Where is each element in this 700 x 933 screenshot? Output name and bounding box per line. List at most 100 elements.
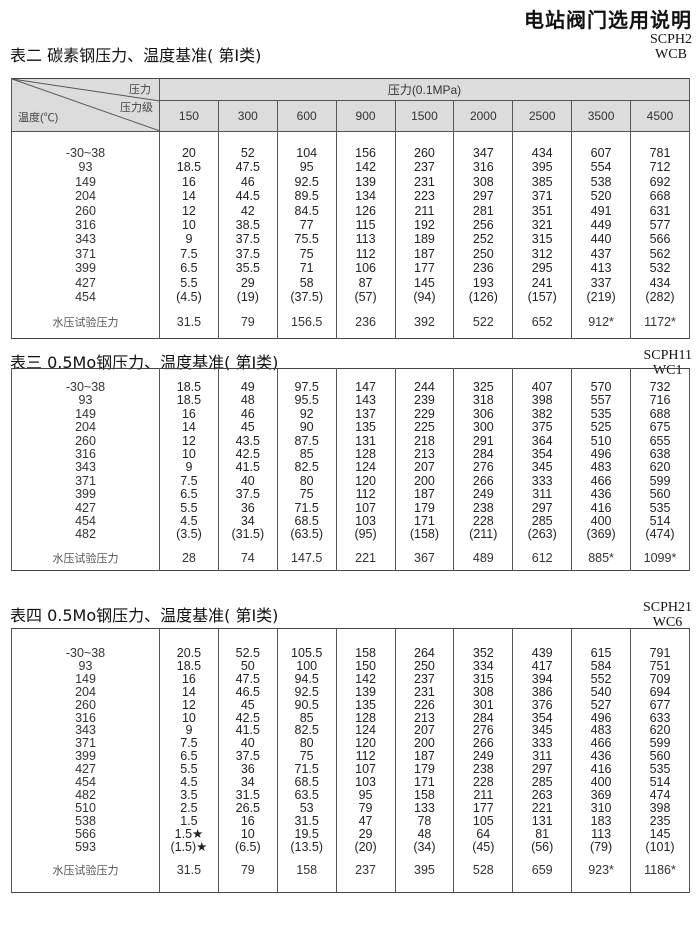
- table-row: 149 16 47.5 94.5 142 237 315 394 552 709: [11, 672, 690, 686]
- pressure-value-cell: 78: [394, 814, 455, 828]
- table-row: 371 7.5 40 80 120 200 266 333 466 599: [11, 474, 690, 489]
- pressure-value-cell: 620: [630, 724, 690, 738]
- table-row: 482 3.5 31.5 63.5 95 158 211 263 369 474: [11, 789, 690, 802]
- pressure-value-cell: 211: [453, 789, 514, 802]
- pressure-value-cell: 37.5: [217, 246, 278, 262]
- temperature-cell: 454: [11, 776, 160, 789]
- temperature-cell: 371: [11, 737, 160, 751]
- table-row: 260 12 42 84.5 126 211 281 351 491 631: [11, 203, 690, 219]
- pressure-value-cell: 105.5: [276, 628, 337, 660]
- pressure-value-cell: 437: [571, 246, 631, 262]
- pressure-value-cell: 241: [512, 275, 573, 291]
- pressure-value-cell: 75: [276, 487, 337, 502]
- pressure-value-cell: 10: [159, 711, 219, 725]
- pressure-value-cell: 49: [217, 368, 278, 395]
- pressure-value-cell: 92: [276, 407, 337, 422]
- pressure-value-cell: 7.5: [159, 474, 219, 489]
- pressure-value-cell: 40: [217, 737, 278, 751]
- pressure-value-cell: 491: [571, 203, 631, 219]
- pressure-value-cell: 156: [335, 131, 396, 161]
- pressure-value-cell: 189: [394, 232, 455, 247]
- pressure-value-cell: 120: [335, 474, 396, 489]
- pressure-value-cell: 238: [453, 501, 514, 516]
- temperature-cell: 93: [11, 393, 160, 408]
- pressure-value-cell: 36: [217, 501, 278, 516]
- pressure-value-cell: 75.5: [276, 232, 337, 247]
- hydrostatic-test-value: 28: [159, 541, 219, 571]
- table-row: 204 14 44.5 89.5 134 223 297 371 520 668: [11, 189, 690, 204]
- pressure-value-cell: 193: [453, 275, 514, 291]
- pressure-value-cell: (56): [512, 840, 573, 854]
- pressure-value-cell: 413: [571, 261, 631, 276]
- temperature-cell: 566: [11, 827, 160, 841]
- pressure-class-header: 600: [276, 100, 337, 132]
- table-row: 316 10 42.5 85 128 213 284 354 496 633: [11, 711, 690, 725]
- pressure-value-cell: 688: [630, 407, 690, 422]
- pressure-value-cell: 89.5: [276, 189, 337, 204]
- pressure-value-cell: 63.5: [276, 789, 337, 802]
- hydrostatic-test-value: 923*: [571, 853, 631, 892]
- pressure-value-cell: 26.5: [217, 801, 278, 815]
- pressure-value-cell: 538: [571, 174, 631, 190]
- pressure-value-cell: 633: [630, 711, 690, 725]
- pressure-value-cell: 525: [571, 420, 631, 435]
- pressure-value-cell: 311: [512, 750, 573, 764]
- temperature-cell: 149: [11, 407, 160, 422]
- pressure-value-cell: (19): [217, 290, 278, 305]
- pressure-value-cell: 158: [335, 628, 396, 660]
- pressure-value-cell: 557: [571, 393, 631, 408]
- temperature-cell: 149: [11, 672, 160, 686]
- table-row: 427 5.5 29 58 87 145 193 241 337 434: [11, 275, 690, 291]
- pressure-value-cell: 400: [571, 776, 631, 789]
- pressure-value-cell: 106: [335, 261, 396, 276]
- pressure-value-cell: 115: [335, 218, 396, 233]
- pressure-value-cell: 334: [453, 660, 514, 673]
- pressure-value-cell: 85: [276, 447, 337, 462]
- pressure-value-cell: 400: [571, 514, 631, 529]
- table-row: 538 1.5 16 31.5 47 78 105 131 183 235: [11, 814, 690, 828]
- pressure-value-cell: 133: [394, 801, 455, 815]
- pressure-value-cell: 5.5: [159, 275, 219, 291]
- temperature-cell: 510: [11, 801, 160, 815]
- pressure-value-cell: 104: [276, 131, 337, 161]
- pressure-value-cell: 276: [453, 461, 514, 475]
- pressure-value-cell: 87.5: [276, 434, 337, 449]
- pressure-value-cell: 527: [571, 698, 631, 712]
- pressure-class-header: 2000: [453, 100, 514, 132]
- pressure-value-cell: 417: [512, 660, 573, 673]
- pressure-value-cell: (101): [630, 840, 690, 854]
- pressure-value-cell: 82.5: [276, 724, 337, 738]
- pressure-value-cell: 398: [630, 801, 690, 815]
- pressure-value-cell: (34): [394, 840, 455, 854]
- material-code: SCPH11: [643, 348, 692, 363]
- pressure-value-cell: 300: [453, 420, 514, 435]
- pressure-value-cell: 386: [512, 685, 573, 699]
- pressure-value-cell: 29: [217, 275, 278, 291]
- pressure-value-cell: 345: [512, 461, 573, 475]
- pressure-value-cell: 260: [394, 131, 455, 161]
- pressure-value-cell: 333: [512, 474, 573, 489]
- temperature-cell: 260: [11, 434, 160, 449]
- pressure-value-cell: 535: [630, 501, 690, 516]
- table-title: 表四 0.5Mo钢压力、温度基准( 第Ⅰ类): [10, 606, 279, 625]
- pressure-value-cell: 496: [571, 447, 631, 462]
- pressure-value-cell: 40: [217, 474, 278, 489]
- pressure-value-cell: (126): [453, 290, 514, 305]
- pressure-value-cell: 371: [512, 189, 573, 204]
- hydrostatic-test-value: 79: [217, 304, 278, 339]
- pressure-value-cell: 113: [335, 232, 396, 247]
- pressure-value-cell: 37.5: [217, 232, 278, 247]
- temperature-cell: 538: [11, 814, 160, 828]
- pressure-value-cell: 566: [630, 232, 690, 247]
- pressure-value-cell: 92.5: [276, 174, 337, 190]
- table-row: 93 18.5 47.5 95 142 237 316 395 554 712: [11, 160, 690, 175]
- pressure-value-cell: 321: [512, 218, 573, 233]
- pressure-value-cell: (369): [571, 528, 631, 542]
- temperature-cell: 204: [11, 685, 160, 699]
- pressure-value-cell: 231: [394, 174, 455, 190]
- hydrostatic-test-value: 367: [394, 541, 455, 571]
- pressure-value-cell: 34: [217, 776, 278, 789]
- temperature-cell: 482: [11, 528, 160, 542]
- pressure-value-cell: 716: [630, 393, 690, 408]
- pressure-value-cell: 107: [335, 763, 396, 777]
